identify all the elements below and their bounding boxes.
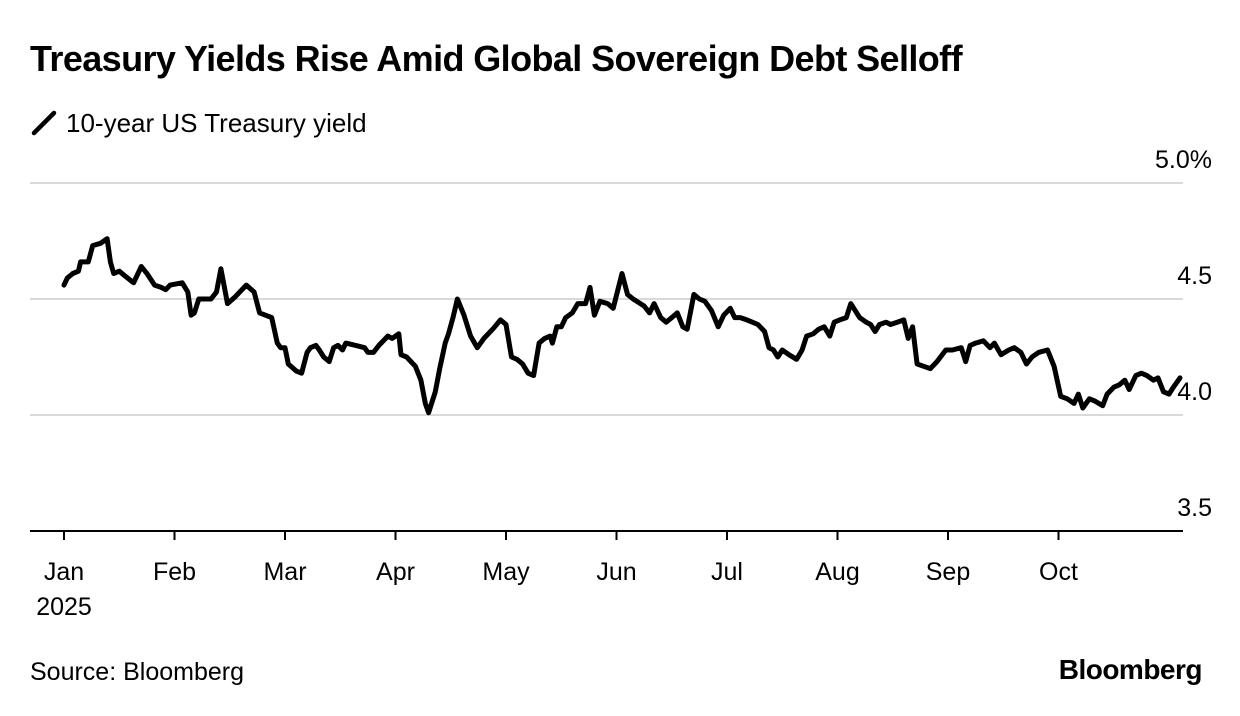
x-tick-label: Mar (263, 558, 306, 586)
source-note: Source: Bloomberg (30, 658, 245, 686)
bloomberg-logo: Bloomberg (1058, 654, 1203, 685)
x-tick-label: May (482, 558, 530, 586)
chart-title: Treasury Yields Rise Amid Global Soverei… (30, 38, 963, 79)
series-layer (61, 236, 1183, 416)
x-tick-label: Oct (1039, 558, 1078, 586)
x-tick-label: Jan (44, 558, 84, 586)
x-tick-label: Sep (926, 558, 970, 586)
x-tick-label: Aug (815, 558, 859, 586)
series-line-10yr-treasury (61, 236, 1183, 416)
x-tick-label: Jun (596, 558, 636, 586)
y-tick-label: 4.0 (1177, 378, 1212, 406)
y-tick-label: 5.0% (1155, 146, 1212, 174)
x-axis: Jan 2025 Feb Mar Apr May Jun Jul Aug Sep Oct (30, 530, 1183, 621)
x-tick-label: Feb (153, 558, 196, 586)
x-tick-label: Jul (711, 558, 743, 586)
legend-label: 10-year US Treasury yield (66, 107, 367, 138)
y-axis-labels: 5.0% 4.5 4.0 3.5 (1155, 146, 1212, 522)
x-tick-label: Apr (376, 558, 415, 586)
line-swatch-icon (31, 110, 57, 136)
gridlines (30, 182, 1183, 416)
y-tick-label: 3.5 (1177, 494, 1212, 522)
y-tick-label: 4.5 (1177, 262, 1212, 290)
x-tick-sublabel: 2025 (36, 593, 92, 621)
legend: 10-year US Treasury yield (30, 106, 367, 140)
